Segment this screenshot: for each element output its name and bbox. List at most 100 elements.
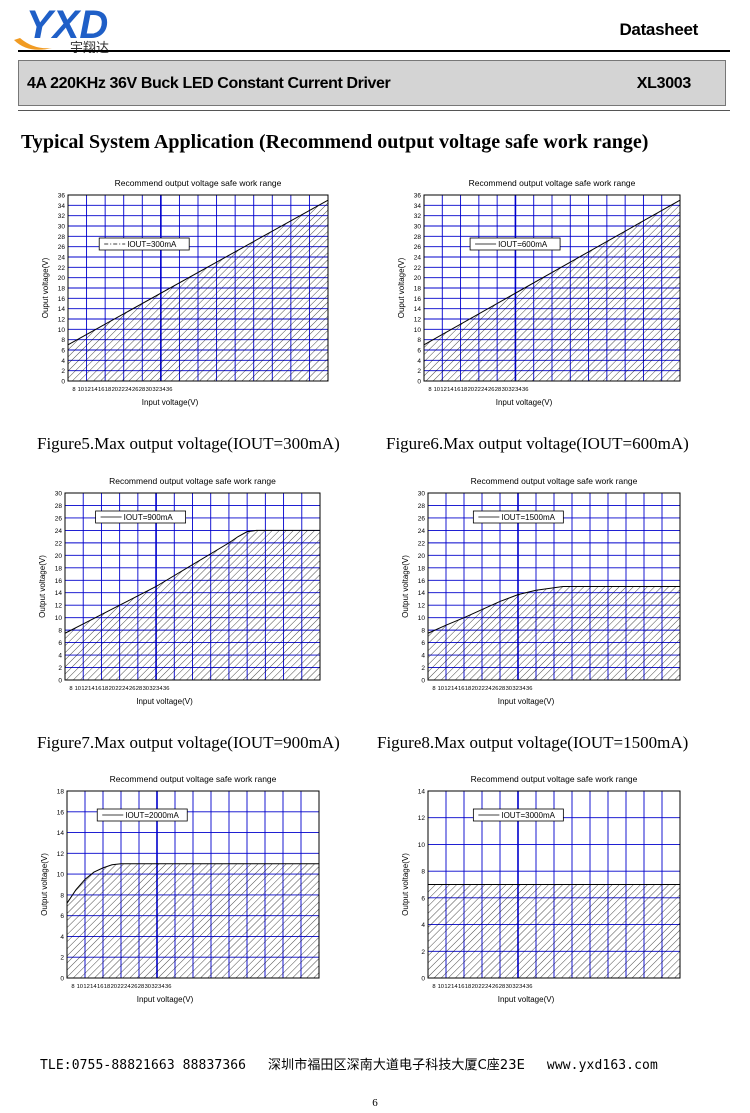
y-tick-label: 16 bbox=[55, 578, 63, 585]
x-tick-label: 30 bbox=[145, 984, 151, 990]
x-tick-label: 14 bbox=[451, 686, 458, 692]
y-tick-label: 6 bbox=[421, 895, 425, 902]
y-tick-label: 4 bbox=[421, 653, 425, 660]
x-tick-label: 24 bbox=[485, 686, 492, 692]
x-tick-label: 26 bbox=[129, 686, 135, 692]
footer-website: www.yxd163.com bbox=[546, 1058, 658, 1073]
legend-label: IOUT=900mA bbox=[124, 513, 174, 522]
x-tick-label: 16 bbox=[95, 686, 101, 692]
safe-area-fill bbox=[67, 863, 319, 978]
caption-figure6: Figure6.Max output voltage(IOUT=600mA) bbox=[386, 434, 689, 453]
product-title: 4A 220KHz 36V Buck LED Constant Current … bbox=[27, 75, 391, 92]
x-tick-label: 8 bbox=[71, 984, 74, 990]
y-tick-label: 36 bbox=[414, 193, 422, 200]
x-tick-label: 26 bbox=[492, 686, 498, 692]
x-tick-label: 22 bbox=[474, 387, 480, 393]
y-tick-label: 30 bbox=[55, 491, 63, 498]
chart-iout-2000ma: Recommend output voltage safe work range… bbox=[40, 774, 320, 1004]
x-tick-label: 16 bbox=[97, 984, 103, 990]
y-tick-label: 22 bbox=[55, 540, 63, 547]
x-tick-label: 32 bbox=[152, 387, 158, 393]
y-tick-label: 10 bbox=[414, 327, 422, 334]
y-tick-label: 6 bbox=[421, 640, 425, 647]
y-axis-label: Output voltage(V) bbox=[401, 555, 410, 618]
x-tick-label: 36 bbox=[526, 686, 532, 692]
plot-frame bbox=[64, 492, 321, 681]
footer-address: 深圳市福田区深南大道电子科技大厦C座23E bbox=[268, 1058, 525, 1073]
x-tick-label: 30 bbox=[143, 686, 149, 692]
y-tick-label: 2 bbox=[421, 665, 425, 672]
y-tick-label: 24 bbox=[55, 528, 63, 535]
chart-iout-300ma: Recommend output voltage safe work range… bbox=[41, 178, 329, 407]
x-tick-label: 30 bbox=[502, 387, 508, 393]
y-tick-label: 24 bbox=[414, 255, 422, 262]
y-tick-label: 12 bbox=[414, 317, 422, 324]
x-tick-label: 34 bbox=[519, 984, 526, 990]
chart-iout-600ma: Recommend output voltage safe work range… bbox=[397, 178, 681, 407]
y-tick-label: 10 bbox=[418, 842, 426, 849]
y-tick-label: 0 bbox=[421, 976, 425, 983]
title-underline bbox=[18, 110, 730, 111]
x-tick-label: 14 bbox=[88, 686, 95, 692]
y-tick-label: 28 bbox=[418, 503, 426, 510]
x-tick-label: 12 bbox=[81, 686, 87, 692]
x-tick-label: 28 bbox=[499, 984, 505, 990]
y-tick-label: 24 bbox=[418, 528, 426, 535]
x-tick-label: 34 bbox=[519, 686, 526, 692]
x-tick-label: 24 bbox=[481, 387, 488, 393]
x-tick-label: 34 bbox=[515, 387, 522, 393]
x-tick-label: 22 bbox=[117, 984, 123, 990]
x-tick-label: 32 bbox=[151, 984, 157, 990]
x-tick-label: 32 bbox=[508, 387, 514, 393]
x-tick-label: 8 bbox=[428, 387, 431, 393]
y-tick-label: 10 bbox=[58, 327, 66, 334]
caption-figure8: Figure8.Max output voltage(IOUT=1500mA) bbox=[377, 733, 689, 752]
chart-iout-3000ma: Recommend output voltage safe work range… bbox=[401, 774, 681, 1004]
x-tick-label: 12 bbox=[83, 984, 89, 990]
chart-iout-1500ma: Recommend output voltage safe work range… bbox=[401, 476, 681, 706]
x-tick-label: 22 bbox=[118, 387, 124, 393]
y-tick-label: 4 bbox=[60, 934, 64, 941]
doc-label: Datasheet bbox=[619, 20, 698, 39]
x-tick-label: 8 bbox=[69, 686, 72, 692]
x-axis-label: Input voltage(V) bbox=[496, 398, 553, 407]
chart-title: Recommend output voltage safe work range bbox=[109, 476, 276, 486]
plot-frame bbox=[427, 790, 681, 979]
x-tick-label: 14 bbox=[447, 387, 454, 393]
y-tick-label: 4 bbox=[61, 358, 65, 365]
x-tick-label: 36 bbox=[166, 387, 172, 393]
y-tick-label: 0 bbox=[61, 379, 65, 386]
y-tick-label: 2 bbox=[421, 949, 425, 956]
y-tick-label: 26 bbox=[58, 244, 66, 251]
chart-title: Recommend output voltage safe work range bbox=[110, 774, 277, 784]
y-axis-label: Output voltage(V) bbox=[401, 853, 410, 916]
y-tick-label: 8 bbox=[417, 337, 421, 344]
safe-area-fill bbox=[424, 200, 680, 381]
x-axis-label: Input voltage(V) bbox=[142, 398, 199, 407]
yxd-logo: YXD 宇翔达 bbox=[14, 3, 109, 56]
x-tick-label: 20 bbox=[112, 387, 118, 393]
y-tick-label: 12 bbox=[418, 815, 426, 822]
y-tick-label: 34 bbox=[414, 203, 422, 210]
x-tick-label: 8 bbox=[72, 387, 75, 393]
x-tick-label: 20 bbox=[111, 984, 117, 990]
x-tick-label: 36 bbox=[165, 984, 171, 990]
x-tick-label: 8 bbox=[432, 984, 435, 990]
x-tick-label: 28 bbox=[499, 686, 505, 692]
x-tick-label: 34 bbox=[156, 686, 163, 692]
legend-label: IOUT=3000mA bbox=[501, 811, 555, 820]
x-tick-label: 20 bbox=[472, 686, 478, 692]
y-tick-label: 16 bbox=[58, 296, 66, 303]
header-rule bbox=[18, 50, 730, 52]
x-tick-label: 14 bbox=[451, 984, 458, 990]
y-tick-label: 30 bbox=[418, 491, 426, 498]
y-tick-label: 26 bbox=[418, 515, 426, 522]
x-tick-label: 18 bbox=[465, 686, 471, 692]
x-tick-label: 26 bbox=[132, 387, 138, 393]
x-axis-label: Input voltage(V) bbox=[498, 697, 555, 706]
x-tick-label: 14 bbox=[90, 984, 97, 990]
x-tick-label: 12 bbox=[444, 984, 450, 990]
logo-subtext: 宇翔达 bbox=[70, 41, 109, 56]
footer-contact: TLE:0755-88821663 88837366 深圳市福田区深南大道电子科… bbox=[40, 1054, 672, 1073]
logo-swoosh bbox=[14, 38, 52, 50]
